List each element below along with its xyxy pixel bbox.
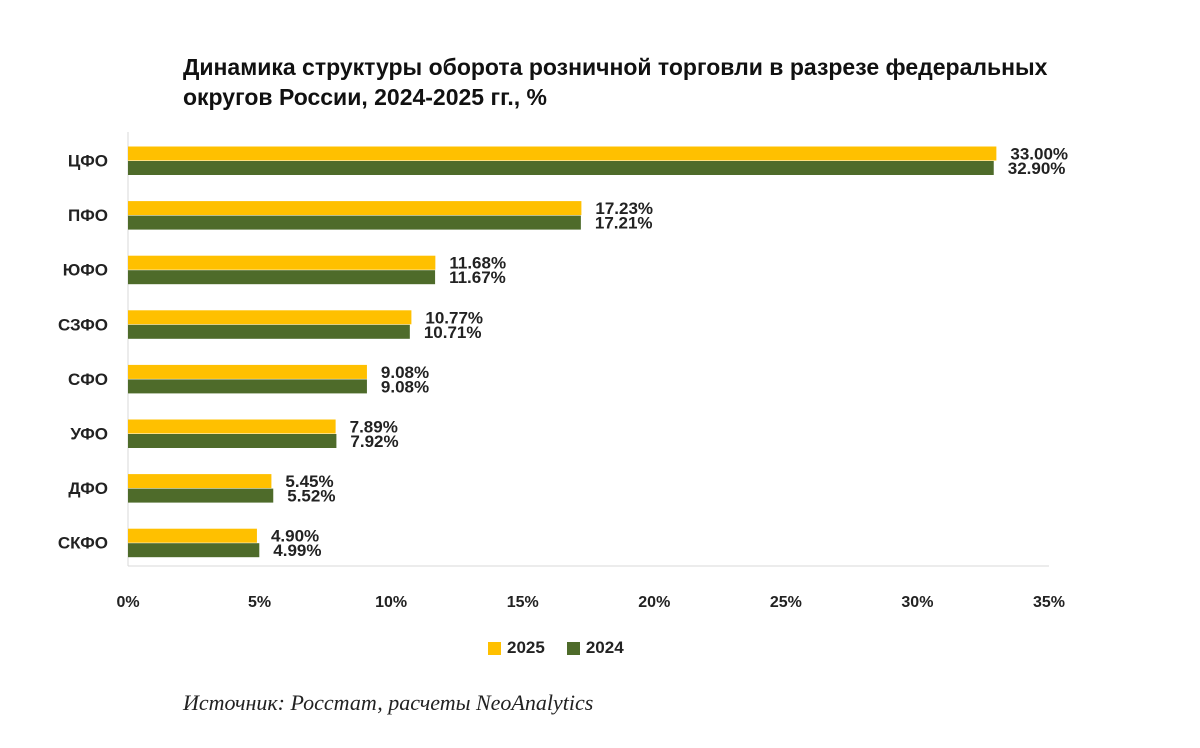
- legend-label-2025: 2025: [507, 638, 545, 657]
- data-label-2024-3: 11.67%: [449, 268, 506, 287]
- bar-2025-3: [128, 255, 436, 270]
- x-tick-label: 30%: [901, 594, 933, 611]
- bar-2025-1: [128, 146, 997, 161]
- category-label: ДФО: [68, 479, 108, 498]
- bar-2025-7: [128, 474, 272, 489]
- chart-title-line-1: Динамика структуры оборота розничной тор…: [183, 54, 1048, 80]
- data-label-2025-3: 11.68%: [449, 254, 506, 273]
- data-label-2024-8: 4.99%: [273, 541, 321, 560]
- category-label: СЗФО: [58, 315, 108, 334]
- source-note: Источник: Росстат, расчеты NeoAnalytics: [183, 690, 594, 715]
- bar-2025-5: [128, 364, 367, 379]
- bar-chart: 0% 5% 10% 15% 20% 25% 30% 35% ЦФО 33.00%32.90% ПФО…: [58, 132, 1068, 611]
- legend-label-2024: 2024: [585, 638, 624, 657]
- bar-2024-4: [128, 324, 410, 339]
- bar-2024-6: [128, 434, 337, 448]
- bar-2025-6: [128, 419, 336, 434]
- data-label-2025-2: 17.23%: [595, 199, 653, 218]
- x-tick-label: 10%: [375, 594, 407, 611]
- category-label: СФО: [68, 370, 108, 389]
- bar-2024-5: [128, 379, 367, 394]
- data-label-2025-5: 9.08%: [381, 363, 429, 382]
- x-tick-label: 15%: [507, 594, 539, 611]
- data-label-2025-6: 7.89%: [350, 418, 398, 437]
- data-label-2025-1: 33.00%: [1010, 145, 1068, 164]
- category-label: ЦФО: [68, 152, 108, 171]
- chart-title-line-2: округов России, 2024-2025 гг., %: [183, 84, 547, 110]
- category-label: СКФО: [58, 534, 108, 553]
- data-label-2025-4: 10.77%: [425, 308, 483, 327]
- bar-2025-4: [128, 310, 412, 325]
- data-label-2024-7: 5.52%: [287, 487, 335, 506]
- data-label-2024-4: 10.71%: [424, 323, 482, 342]
- x-tick-label: 5%: [248, 594, 271, 611]
- data-label-2025-7: 5.45%: [285, 472, 333, 491]
- x-tick-label: 20%: [638, 594, 670, 611]
- data-label-2024-1: 32.90%: [1008, 159, 1066, 178]
- category-label: ЮФО: [63, 261, 108, 280]
- x-tick-label: 35%: [1033, 594, 1065, 611]
- category-label: УФО: [70, 425, 108, 444]
- bar-2025-8: [128, 528, 257, 543]
- data-label-2025-8: 4.90%: [271, 527, 319, 546]
- bar-2024-2: [128, 215, 581, 230]
- bar-2025-2: [128, 201, 582, 216]
- data-label-2024-6: 7.92%: [350, 432, 398, 451]
- bar-2024-7: [128, 488, 274, 503]
- legend-item-2024: 2024: [566, 638, 624, 658]
- category-label: ПФО: [68, 206, 108, 225]
- legend: 2025 2024: [488, 638, 624, 658]
- x-tick-label: 25%: [770, 594, 802, 611]
- bar-2024-1: [128, 161, 994, 175]
- x-tick-label: 0%: [116, 594, 139, 611]
- legend-swatch-2024: [566, 641, 580, 655]
- data-label-2024-2: 17.21%: [595, 214, 653, 233]
- data-label-2024-5: 9.08%: [381, 377, 429, 396]
- chart-title: Динамика структуры оборота розничной тор…: [183, 52, 1143, 112]
- bar-2024-8: [128, 543, 260, 558]
- legend-item-2025: 2025: [488, 638, 545, 658]
- bar-2024-3: [128, 270, 436, 285]
- legend-swatch-2025: [488, 641, 501, 655]
